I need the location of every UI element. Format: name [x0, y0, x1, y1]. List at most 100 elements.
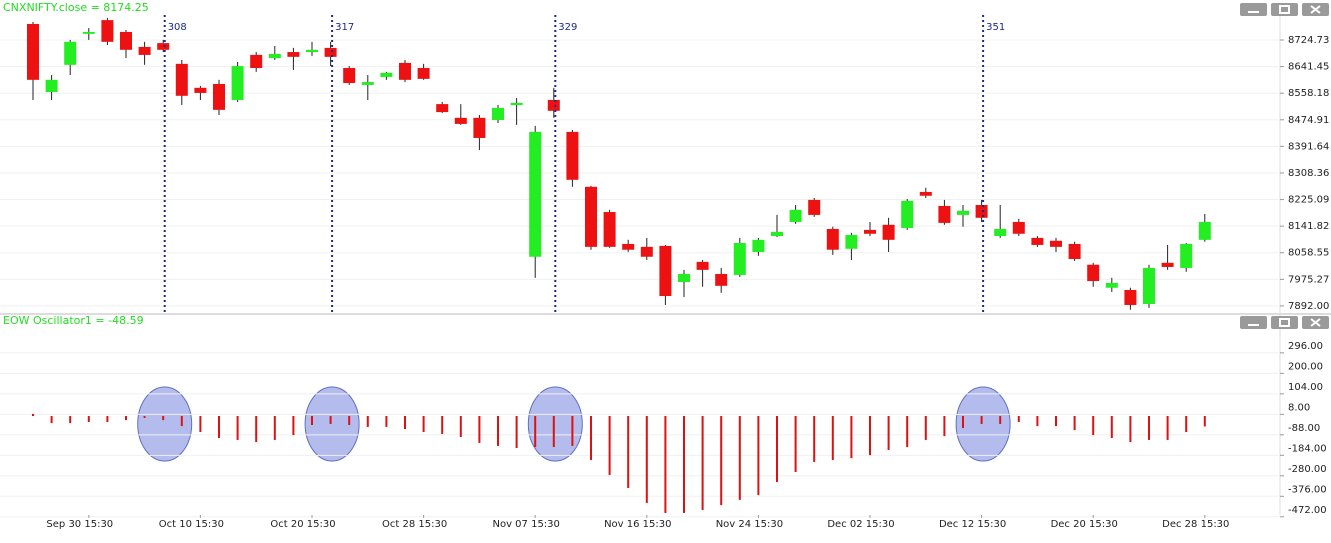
oscillator-bar	[1185, 416, 1188, 433]
candle-body	[957, 210, 969, 215]
oscillator-bar	[515, 416, 518, 449]
candle-body	[1031, 237, 1044, 245]
oscillator-title: EOW Oscillator1 = -48.59	[3, 314, 144, 327]
oscillator-bar	[776, 416, 778, 482]
oscillator-bar	[273, 416, 276, 440]
highlight-ellipse	[955, 386, 1011, 462]
candle-body	[1198, 221, 1211, 240]
y-tick-label: -184.00	[1288, 443, 1327, 454]
y-tick-label: 296.00	[1288, 341, 1323, 352]
candle-body	[1180, 243, 1193, 268]
oscillator-bar	[701, 416, 704, 510]
oscillator-bar	[404, 416, 406, 430]
candle-body	[231, 66, 244, 100]
candle-body	[715, 273, 728, 286]
candle-body	[120, 31, 132, 50]
x-tick-label: Oct 28 15:30	[382, 519, 447, 530]
oscillator-bar	[180, 416, 183, 427]
oscillator-bar	[292, 416, 295, 436]
maximize-button[interactable]	[1271, 316, 1298, 329]
oscillator-bar	[1203, 416, 1206, 427]
candle-body	[27, 23, 39, 80]
oscillator-bar	[943, 416, 946, 437]
candle-body	[994, 228, 1007, 236]
highlight-ellipse	[304, 386, 360, 462]
maximize-button[interactable]	[1271, 3, 1298, 16]
candle-body	[1050, 240, 1062, 247]
marker-label: 317	[335, 22, 354, 33]
oscillator-bar	[32, 413, 34, 417]
oscillator-bar	[385, 416, 388, 427]
candle-body	[380, 72, 393, 77]
oscillator-bar	[236, 416, 239, 440]
candle-body	[1087, 264, 1100, 282]
oscillator-bar	[794, 416, 797, 472]
candle-body	[1161, 262, 1174, 267]
candle-body	[845, 235, 858, 249]
candle-body	[1105, 282, 1118, 288]
y-tick-label: 104.00	[1288, 382, 1323, 393]
oscillator-bar	[738, 416, 741, 500]
minimize-button[interactable]	[1240, 316, 1267, 329]
candle-body	[324, 47, 337, 57]
highlight-ellipse	[137, 386, 193, 462]
oscillator-bar	[478, 416, 481, 443]
x-tick-label: Dec 12 15:30	[939, 519, 1006, 530]
candle-body	[733, 243, 746, 275]
candle-body	[566, 131, 579, 180]
candle-body	[250, 54, 263, 69]
candle-body	[1012, 221, 1025, 234]
candle-body	[919, 191, 932, 196]
oscillator-bar	[348, 416, 351, 425]
y-tick-label: 8641.45	[1288, 62, 1329, 73]
oscillator-bar	[962, 416, 964, 428]
candle-body	[771, 231, 783, 236]
candle-body	[399, 62, 411, 80]
candle-body	[696, 261, 709, 270]
candle-body	[938, 205, 951, 223]
candle-body	[752, 239, 765, 252]
oscillator-bar	[627, 416, 630, 488]
candle-body	[417, 68, 430, 79]
candle-body	[157, 43, 170, 50]
candle-body	[882, 224, 895, 240]
x-tick-label: Nov 24 15:30	[716, 519, 783, 530]
oscillator-bar	[552, 416, 555, 447]
oscillator-bar	[218, 416, 220, 439]
candle-body	[1124, 289, 1137, 305]
minimize-button[interactable]	[1240, 3, 1267, 16]
oscillator-bar	[645, 416, 648, 503]
candle-body	[306, 49, 318, 53]
y-tick-label: -280.00	[1288, 464, 1327, 475]
oscillator-bar	[924, 416, 927, 440]
y-tick-label: -376.00	[1288, 484, 1327, 495]
candle-body	[454, 117, 467, 124]
oscillator-bar	[69, 416, 72, 424]
oscillator-bar	[831, 416, 834, 461]
oscillator-bar	[850, 416, 853, 459]
candle-body	[1143, 267, 1155, 305]
oscillator-bar	[143, 416, 146, 418]
x-tick-label: Dec 28 15:30	[1162, 519, 1229, 530]
oscillator-bar	[50, 416, 53, 424]
oscillator-bar	[1110, 416, 1113, 439]
candle-body	[194, 87, 207, 93]
oscillator-bar	[106, 416, 109, 423]
candle-body	[436, 104, 449, 113]
oscillator-bar	[720, 416, 723, 506]
oscillator-bar	[1092, 416, 1095, 436]
oscillator-bar	[664, 416, 667, 513]
candle-body	[64, 41, 77, 65]
y-tick-label: 8391.64	[1288, 141, 1329, 152]
candle-body	[82, 31, 95, 34]
x-tick-label: Nov 07 15:30	[492, 519, 559, 530]
highlight-ellipse	[527, 386, 583, 462]
candle-body	[826, 228, 839, 250]
oscillator-bar	[590, 416, 592, 461]
oscillator-bar	[459, 416, 462, 437]
candle-body	[138, 46, 151, 55]
x-tick-label: Sep 30 15:30	[46, 519, 113, 530]
candle-body	[361, 82, 374, 85]
oscillator-bar	[199, 416, 202, 433]
y-tick-label: -88.00	[1288, 423, 1320, 434]
